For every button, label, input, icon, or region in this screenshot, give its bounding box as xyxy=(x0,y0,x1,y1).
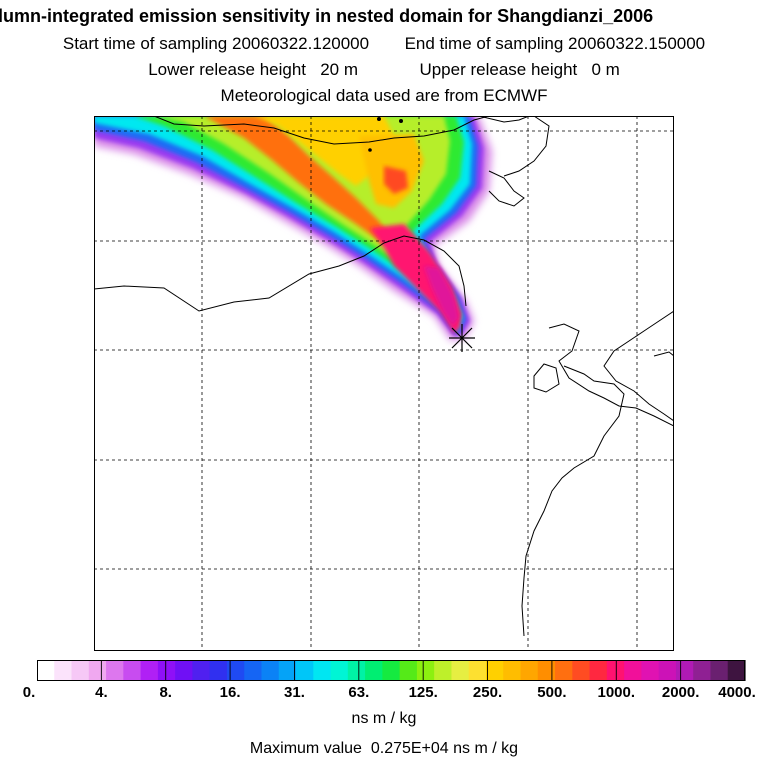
colorbar-units: ns m / kg xyxy=(351,710,417,727)
max-value: 0.275E+04 xyxy=(370,740,449,757)
max-label: Maximum value xyxy=(249,740,362,757)
end-time-value: 20060322.150000 xyxy=(568,34,706,53)
colorbar-tick-label: 31. xyxy=(284,684,305,701)
lower-release-label: Lower release height xyxy=(148,60,307,79)
colorbar xyxy=(37,660,746,681)
colorbar-segment xyxy=(572,660,591,681)
release-heights: Lower release height 20 m Upper release … xyxy=(0,60,768,80)
colorbar-tick-label: 1000. xyxy=(597,684,636,701)
colorbar-segment xyxy=(244,660,263,681)
max-units: ns m / kg xyxy=(453,740,519,757)
colorbar-segment xyxy=(589,660,608,681)
colorbar-segment xyxy=(710,660,729,681)
start-time-value: 20060322.120000 xyxy=(232,34,370,53)
colorbar-tick-label: 500. xyxy=(537,684,567,701)
colorbar-segment xyxy=(382,660,401,681)
colorbar-segment xyxy=(537,660,556,681)
colorbar-tick-label: 0. xyxy=(22,684,36,701)
colorbar-segment xyxy=(37,660,55,681)
colorbar-segment xyxy=(399,660,418,681)
colorbar-segment xyxy=(54,660,73,681)
colorbar-segment xyxy=(296,660,314,681)
colorbar-segment xyxy=(468,660,487,681)
colorbar-segment xyxy=(123,660,142,681)
colorbar-tick-label: 125. xyxy=(408,684,438,701)
colorbar-segments xyxy=(37,660,746,681)
upper-release-label: Upper release height xyxy=(419,60,578,79)
maximum-value: Maximum value 0.275E+04 ns m / kg xyxy=(0,740,768,758)
colorbar-segment xyxy=(555,660,573,681)
colorbar-segment xyxy=(520,660,539,681)
colorbar-segment xyxy=(365,660,383,681)
upper-release-value: 0 m xyxy=(591,60,620,79)
colorbar-segment xyxy=(727,660,746,681)
colorbar-segment xyxy=(416,660,435,681)
map-frame xyxy=(94,116,674,651)
emission-sensitivity-map xyxy=(94,116,674,651)
plume-deep-magenta xyxy=(424,266,459,326)
colorbar-segment xyxy=(175,660,194,681)
colorbar-segment xyxy=(157,660,176,681)
plot-title: Column-integrated emission sensitivity i… xyxy=(0,6,654,26)
colorbar-tick-label: 4. xyxy=(95,684,108,701)
colorbar-segment xyxy=(641,660,660,681)
colorbar-segment xyxy=(261,660,280,681)
colorbar-segment xyxy=(313,660,332,681)
colorbar-segment xyxy=(675,660,694,681)
colorbar-segment xyxy=(209,660,228,681)
colorbar-segment xyxy=(140,660,159,681)
colorbar-tick-label: 8. xyxy=(159,684,172,701)
sampling-times: Start time of sampling 20060322.120000 E… xyxy=(0,34,768,54)
plume-magenta xyxy=(370,224,462,334)
colorbar-segment xyxy=(434,660,453,681)
colorbar-segment xyxy=(330,660,349,681)
colorbar-segment xyxy=(606,660,625,681)
colorbar-segment xyxy=(451,660,470,681)
colorbar-segment xyxy=(226,660,245,681)
receptor-star-icon xyxy=(449,324,475,352)
colorbar-segment xyxy=(503,660,522,681)
colorbar-segment xyxy=(485,660,504,681)
coastlines xyxy=(94,116,674,637)
colorbar-segment xyxy=(624,660,642,681)
lower-release-value: 20 m xyxy=(320,60,358,79)
end-time-label: End time of sampling xyxy=(404,34,564,53)
start-time-label: Start time of sampling xyxy=(62,34,228,53)
plume-orange xyxy=(204,116,394,244)
colorbar-segment xyxy=(658,660,677,681)
colorbar-tick-label: 250. xyxy=(472,684,503,701)
map-grid xyxy=(94,116,674,651)
colorbar-tick-label: 63. xyxy=(348,684,370,701)
colorbar-tick-label: 16. xyxy=(219,684,241,701)
colorbar-tick-label: 4000. xyxy=(718,684,756,701)
met-source: Meteorological data used are from ECMWF xyxy=(220,86,548,105)
colorbar-segment xyxy=(693,660,712,681)
city-dots xyxy=(368,117,403,152)
sensitivity-plume xyxy=(94,116,492,341)
plume-red-core xyxy=(384,166,408,194)
colorbar-segment xyxy=(347,660,366,681)
colorbar-segment xyxy=(71,660,90,681)
colorbar-segment xyxy=(106,660,124,681)
colorbar-tick-label: 2000. xyxy=(661,684,700,701)
colorbar-segment xyxy=(88,660,107,681)
colorbar-segment xyxy=(192,660,211,681)
colorbar-segment xyxy=(278,660,297,681)
